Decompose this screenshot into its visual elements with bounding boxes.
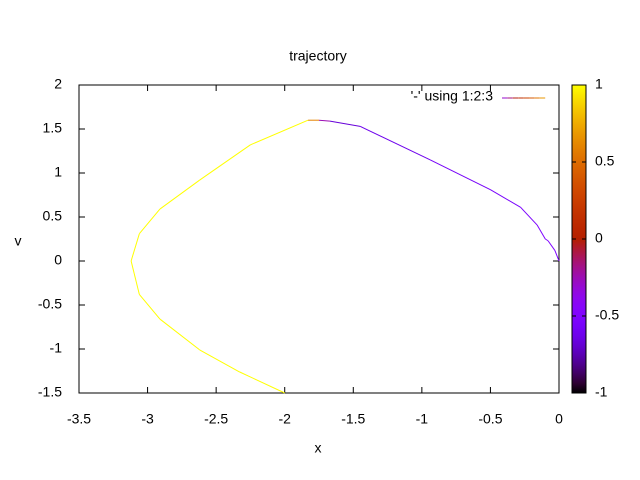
x-tick-label: -3 <box>141 411 154 427</box>
trajectory-segment <box>490 189 521 208</box>
y-tick-label: 1.5 <box>43 120 63 136</box>
colorbar-tick-label: 0.5 <box>595 153 615 169</box>
trajectory-segment <box>545 238 549 242</box>
trajectory-segment <box>318 119 331 122</box>
y-tick-label: 0 <box>54 252 62 268</box>
trajectory-segment <box>536 224 546 240</box>
trajectory-segment <box>159 318 200 351</box>
x-tick-label: -1.5 <box>341 411 365 427</box>
x-tick-label: -1 <box>416 411 429 427</box>
x-tick-label: 0 <box>555 411 563 427</box>
y-tick-label: -0.5 <box>38 296 62 312</box>
y-tick-label: -1 <box>50 340 63 356</box>
y-tick-label: 1 <box>54 164 62 180</box>
colorbar-tick-label: -1 <box>595 384 608 400</box>
trajectory-segment <box>554 250 560 262</box>
x-tick-label: -3.5 <box>67 411 91 427</box>
trajectory-segment <box>359 125 431 161</box>
plot-frame <box>78 84 560 394</box>
trajectory-segment <box>199 349 240 373</box>
trajectory-segment <box>239 371 285 394</box>
trajectory-segment <box>138 294 161 320</box>
trajectory-segment <box>130 233 140 262</box>
trajectory-segment <box>130 260 140 295</box>
trajectory-segment <box>329 120 361 127</box>
colorbar-tick-label: -0.5 <box>595 307 619 323</box>
y-tick-label: 0.5 <box>43 208 63 224</box>
y-tick-label: -1.5 <box>38 384 62 400</box>
x-tick-label: -2.5 <box>204 411 228 427</box>
y-tick-label: 2 <box>54 76 62 92</box>
trajectory-segment <box>429 159 491 191</box>
trajectory-segment <box>520 206 538 226</box>
trajectory-segment <box>547 240 556 251</box>
trajectory-segment <box>138 208 161 235</box>
colorbar-tick-label: 1 <box>595 76 603 92</box>
y-axis-label: v <box>15 233 22 249</box>
trajectory-segment <box>199 144 251 181</box>
x-axis-label: x <box>315 440 322 456</box>
x-tick-label: -0.5 <box>478 411 502 427</box>
trajectory-segment <box>250 119 309 146</box>
legend-label: '-' using 1:2:3 <box>411 88 494 104</box>
x-tick-label: -2 <box>278 411 291 427</box>
colorbar-tick-label: 0 <box>595 230 603 246</box>
chart-title: trajectory <box>289 48 347 64</box>
trajectory-segment <box>159 179 200 210</box>
